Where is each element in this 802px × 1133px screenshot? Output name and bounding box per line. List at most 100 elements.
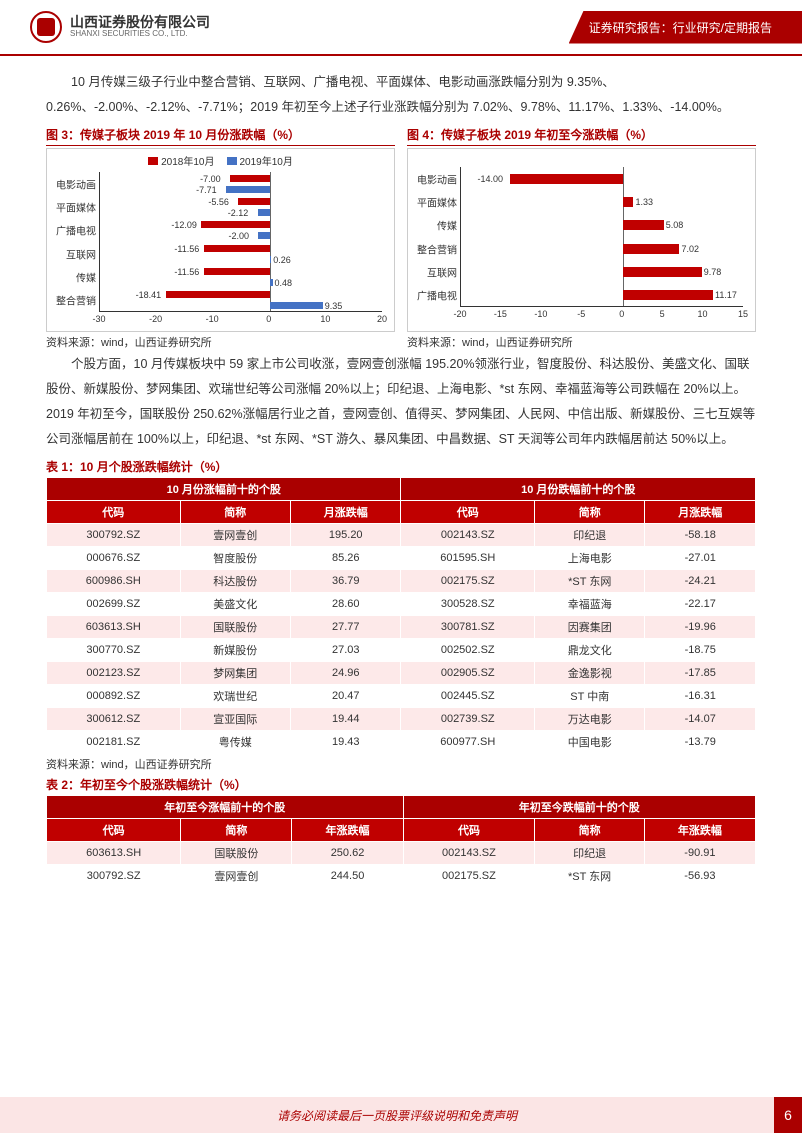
table-row: 603613.SH国联股份250.62002143.SZ印纪退-90.91 [47,842,756,865]
table-cell: 美盛文化 [180,593,290,616]
table-cell: 002445.SZ [401,685,535,708]
table-col: 代码 [403,819,535,842]
table-cell: -58.18 [645,524,756,547]
table-cell: 27.03 [291,639,401,662]
paragraph-2: 个股方面，10 月传媒板块中 59 家上市公司收涨，壹网壹创涨幅 195.20%… [46,352,756,452]
table-cell: -22.17 [645,593,756,616]
logo-icon [30,11,62,43]
report-type: 证券研究报告：行业研究/定期报告 [569,11,802,44]
table-cell: -56.93 [644,865,755,888]
table-cell: 壹网壹创 [180,524,290,547]
table-2-title: 表 2：年初至今个股涨跌幅统计（%） [46,776,756,793]
table-cell: 002905.SZ [401,662,535,685]
table-cell: -18.75 [645,639,756,662]
company-name: 山西证券股份有限公司 SHANXI SECURITIES CO., LTD. [70,15,210,39]
table-cell: *ST 东网 [535,570,645,593]
table-1-group-up: 10 月份涨幅前十的个股 [47,478,401,501]
table-cell: 27.77 [291,616,401,639]
table-cell: 002143.SZ [403,842,535,865]
table-row: 000892.SZ欢瑞世纪20.47002445.SZST 中南-16.31 [47,685,756,708]
table-col: 简称 [535,819,644,842]
chart-4-title: 图 4：传媒子板块 2019 年初至今涨跌幅（%） [407,126,756,146]
table-row: 002181.SZ粤传媒19.43600977.SH中国电影-13.79 [47,731,756,754]
table-1: 10 月份涨幅前十的个股10 月份跌幅前十的个股 代码简称月涨跌幅代码简称月涨跌… [46,477,756,754]
table-col: 简称 [181,819,292,842]
table-col: 代码 [47,501,181,524]
header-left: 山西证券股份有限公司 SHANXI SECURITIES CO., LTD. [0,11,210,43]
table-cell: 欢瑞世纪 [180,685,290,708]
table-col: 月涨跌幅 [291,501,401,524]
table-cell: 600986.SH [47,570,181,593]
table-cell: 300612.SZ [47,708,181,731]
table-cell: 中国电影 [535,731,645,754]
table-cell: 002175.SZ [401,570,535,593]
paragraph-1: 10 月传媒三级子行业中整合营销、互联网、广播电视、平面媒体、电影动画涨跌幅分别… [46,70,756,120]
table-cell: *ST 东网 [535,865,644,888]
table-cell: 19.44 [291,708,401,731]
table-cell: -14.07 [645,708,756,731]
table-cell: 上海电影 [535,547,645,570]
table-cell: -13.79 [645,731,756,754]
table-cell: 300770.SZ [47,639,181,662]
table-row: 600986.SH科达股份36.79002175.SZ*ST 东网-24.21 [47,570,756,593]
table-cell: 28.60 [291,593,401,616]
table-cell: 国联股份 [181,842,292,865]
table-cell: 603613.SH [47,616,181,639]
table-1-group-down: 10 月份跌幅前十的个股 [401,478,756,501]
table-1-source: 资料来源：wind，山西证券研究所 [46,756,756,772]
table-cell: 因赛集团 [535,616,645,639]
table-cell: 000892.SZ [47,685,181,708]
table-cell: 002175.SZ [403,865,535,888]
table-row: 300792.SZ壹网壹创195.20002143.SZ印纪退-58.18 [47,524,756,547]
page-number: 6 [774,1097,802,1133]
table-cell: 85.26 [291,547,401,570]
table-cell: 002699.SZ [47,593,181,616]
table-cell: 244.50 [292,865,403,888]
table-cell: 鼎龙文化 [535,639,645,662]
table-cell: -19.96 [645,616,756,639]
table-cell: 603613.SH [47,842,181,865]
table-col: 简称 [535,501,645,524]
table-row: 300792.SZ壹网壹创244.50002175.SZ*ST 东网-56.93 [47,865,756,888]
table-cell: -27.01 [645,547,756,570]
table-cell: -24.21 [645,570,756,593]
table-row: 603613.SH国联股份27.77300781.SZ因赛集团-19.96 [47,616,756,639]
table-cell: 幸福蓝海 [535,593,645,616]
table-cell: 002502.SZ [401,639,535,662]
table-col: 年涨跌幅 [292,819,403,842]
table-col: 简称 [180,501,290,524]
table-2-group-up: 年初至今涨幅前十的个股 [47,796,404,819]
table-cell: 国联股份 [180,616,290,639]
table-cell: 002739.SZ [401,708,535,731]
table-cell: 科达股份 [180,570,290,593]
chart-4-source: 资料来源：wind，山西证券研究所 [407,334,756,350]
table-2: 年初至今涨幅前十的个股年初至今跌幅前十的个股 代码简称年涨跌幅代码简称年涨跌幅 … [46,795,756,888]
table-row: 002699.SZ美盛文化28.60300528.SZ幸福蓝海-22.17 [47,593,756,616]
chart-4-area: 电影动画-14.00平面媒体1.33传媒5.08整合营销7.02互联网9.78广… [407,148,756,332]
company-en: SHANXI SECURITIES CO., LTD. [70,30,210,39]
table-cell: 壹网壹创 [181,865,292,888]
table-cell: 195.20 [291,524,401,547]
table-cell: 000676.SZ [47,547,181,570]
table-col: 年涨跌幅 [644,819,755,842]
header: 山西证券股份有限公司 SHANXI SECURITIES CO., LTD. 证… [0,0,802,56]
table-cell: 印纪退 [535,842,644,865]
table-cell: 金逸影视 [535,662,645,685]
table-cell: 19.43 [291,731,401,754]
table-cell: 粤传媒 [180,731,290,754]
chart-3-title: 图 3：传媒子板块 2019 年 10 月份涨跌幅（%） [46,126,395,146]
table-cell: 印纪退 [535,524,645,547]
table-cell: 002123.SZ [47,662,181,685]
company-cn: 山西证券股份有限公司 [70,15,210,30]
table-col: 代码 [47,819,181,842]
table-col: 代码 [401,501,535,524]
footer: 请务必阅读最后一页股票评级说明和免责声明 6 [0,1097,802,1133]
table-row: 002123.SZ梦网集团24.96002905.SZ金逸影视-17.85 [47,662,756,685]
table-cell: -16.31 [645,685,756,708]
chart-3-area: 2018年10月2019年10月电影动画-7.00-7.71平面媒体-5.56-… [46,148,395,332]
footer-text: 请务必阅读最后一页股票评级说明和免责声明 [20,1107,774,1124]
table-row: 000676.SZ智度股份85.26601595.SH上海电影-27.01 [47,547,756,570]
chart-3-source: 资料来源：wind，山西证券研究所 [46,334,395,350]
table-row: 300612.SZ宣亚国际19.44002739.SZ万达电影-14.07 [47,708,756,731]
chart-3: 图 3：传媒子板块 2019 年 10 月份涨跌幅（%） 2018年10月201… [46,126,395,350]
